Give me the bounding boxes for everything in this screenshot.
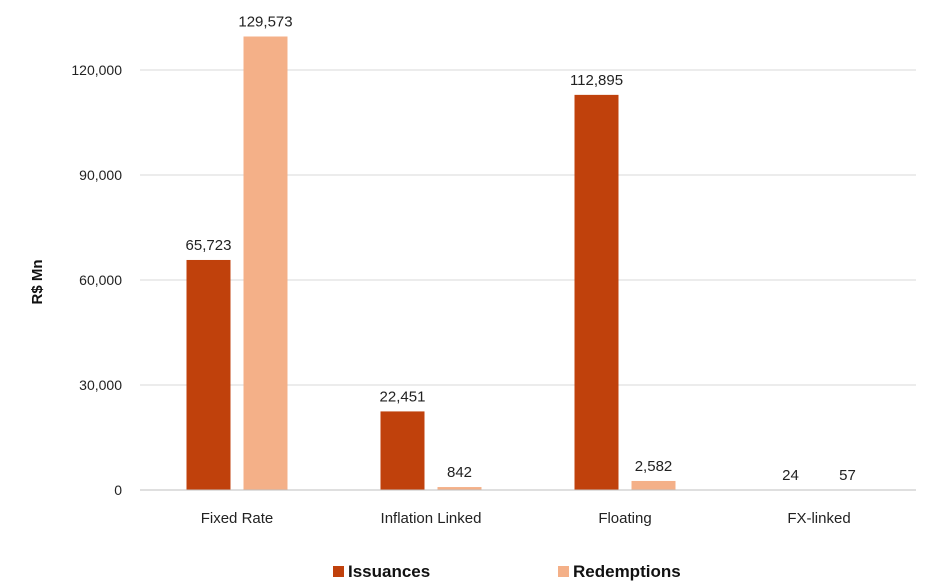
data-label: 65,723 bbox=[186, 237, 232, 254]
bar-issuances bbox=[186, 259, 231, 490]
y-axis-ticks: 0 30,000 60,000 90,000 120,000 bbox=[71, 62, 122, 498]
x-category-label: Inflation Linked bbox=[381, 510, 482, 527]
data-labels: 65,723 129,573 22,451 842 112,895 2,582 24 57 bbox=[186, 13, 856, 483]
legend-swatch bbox=[333, 566, 344, 577]
legend-swatch bbox=[558, 566, 569, 577]
bar-redemptions bbox=[437, 487, 482, 490]
y-axis-title: R$ Mn bbox=[29, 260, 46, 305]
data-label: 24 bbox=[782, 467, 799, 484]
bar-issuances bbox=[380, 411, 425, 490]
data-label: 842 bbox=[447, 464, 472, 481]
y-tick-label: 120,000 bbox=[71, 62, 122, 78]
x-category-label: Floating bbox=[598, 510, 651, 527]
y-tick-label: 60,000 bbox=[79, 272, 122, 288]
data-label: 112,895 bbox=[570, 72, 623, 89]
x-category-label: Fixed Rate bbox=[201, 510, 274, 527]
data-label: 2,582 bbox=[635, 458, 673, 475]
data-label: 22,451 bbox=[380, 388, 426, 405]
y-tick-label: 90,000 bbox=[79, 167, 122, 183]
data-label: 57 bbox=[839, 467, 856, 484]
x-category-label: FX-linked bbox=[787, 510, 850, 527]
y-tick-label: 30,000 bbox=[79, 377, 122, 393]
legend: Issuances Redemptions bbox=[333, 562, 681, 581]
bar-issuances bbox=[574, 94, 619, 491]
bar-redemptions bbox=[243, 36, 288, 490]
legend-label: Redemptions bbox=[573, 562, 681, 581]
data-label: 129,573 bbox=[238, 13, 292, 30]
y-tick-label: 0 bbox=[114, 482, 122, 498]
bars bbox=[186, 36, 870, 491]
legend-label: Issuances bbox=[348, 562, 430, 581]
bar-redemptions bbox=[631, 480, 676, 490]
x-axis-categories: Fixed Rate Inflation Linked Floating FX-lin… bbox=[201, 510, 851, 527]
